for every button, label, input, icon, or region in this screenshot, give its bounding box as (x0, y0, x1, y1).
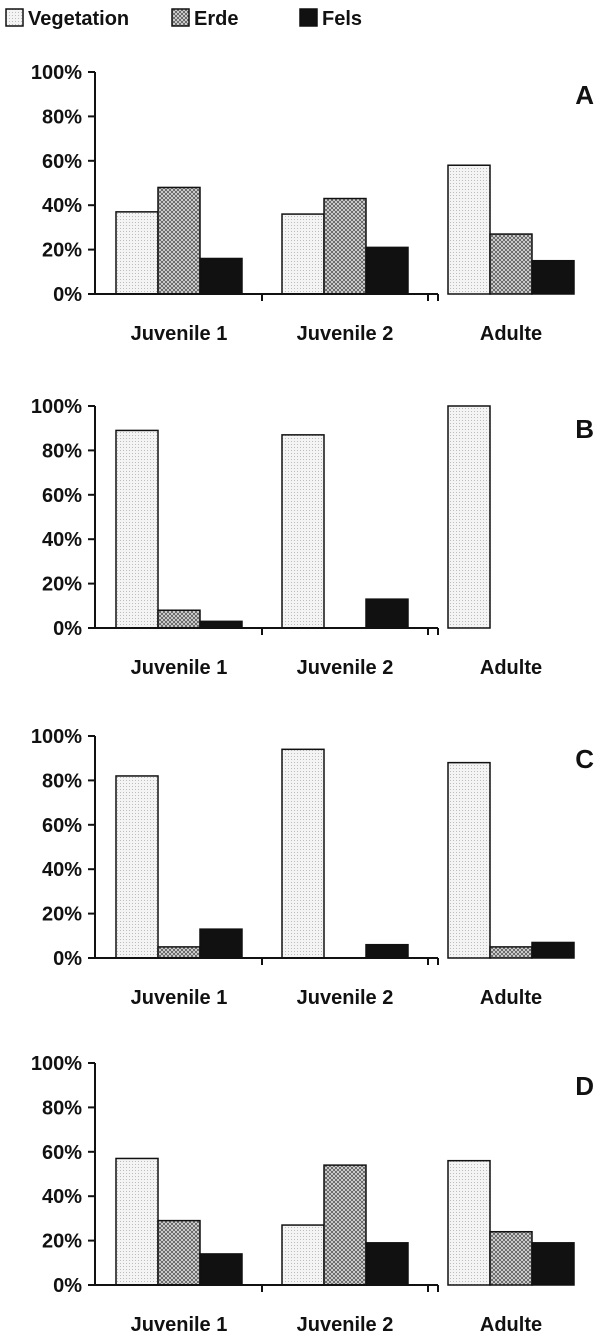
legend-swatch-fels (299, 8, 318, 27)
panel-d: D 0% 20% 40% 60% 80% 100% Juvenile 1 Juvenile 2 A… (31, 1053, 594, 1335)
y-tick-label: 40% (42, 195, 82, 217)
y-tick-label: 100% (31, 1053, 82, 1075)
y-tick-label: 40% (42, 529, 82, 551)
x-category-label: Juvenile 1 (131, 657, 228, 679)
legend-label-fels: Fels (322, 8, 362, 30)
bar-erde-juvenile-1 (157, 609, 201, 629)
panel-label: A (575, 80, 594, 110)
y-tick-label: 100% (31, 726, 82, 748)
y-tick-label: 20% (42, 904, 82, 926)
x-category-label: Adulte (480, 323, 542, 345)
bar-vegetation-adulte (447, 761, 491, 959)
panel-a: A 0% 20% 40% 60% 80% 100% Juvenile 1 Juvenile 2 A… (31, 62, 594, 345)
bar-vegetation-juvenile-1 (115, 1157, 159, 1286)
y-tick-label: 60% (42, 1142, 82, 1164)
bar-fels-juvenile-2 (365, 598, 409, 629)
bar-erde-juvenile-1 (157, 1219, 201, 1286)
bar-fels-adulte (531, 1242, 575, 1286)
bar-vegetation-juvenile-2 (281, 1224, 325, 1286)
panel-c: C 0% 20% 40% 60% 80% 100% Juvenile 1 Juvenile 2 A… (31, 726, 594, 1009)
bar-erde-juvenile-2 (323, 1164, 367, 1286)
y-tick-label: 80% (42, 770, 82, 792)
bar-vegetation-juvenile-1 (115, 775, 159, 959)
legend-item-fels: Fels (299, 8, 362, 30)
x-category-label: Juvenile 1 (131, 1314, 228, 1335)
x-category-label: Juvenile 1 (131, 987, 228, 1009)
x-category-label: Adulte (480, 1314, 542, 1335)
bar-vegetation-adulte (447, 164, 491, 295)
bar-fels-juvenile-2 (365, 246, 409, 295)
bar-vegetation-juvenile-2 (281, 213, 325, 295)
x-category-label: Adulte (480, 657, 542, 679)
legend-swatch-vegetation (5, 8, 24, 27)
bars (115, 748, 575, 959)
bar-erde-juvenile-1 (157, 946, 201, 959)
bar-vegetation-adulte (447, 405, 491, 629)
bar-vegetation-juvenile-2 (281, 748, 325, 959)
y-tick-label: 80% (42, 106, 82, 128)
y-tick-label: 80% (42, 1097, 82, 1119)
y-tick-label: 60% (42, 815, 82, 837)
panel-label: B (575, 414, 594, 444)
y-tick-label: 20% (42, 1231, 82, 1253)
bar-erde-adulte (489, 1230, 533, 1286)
y-tick-label: 100% (31, 396, 82, 418)
bars (115, 405, 491, 629)
x-category-label: Juvenile 2 (297, 987, 394, 1009)
panel-label: D (575, 1071, 594, 1101)
bar-fels-juvenile-1 (199, 928, 243, 959)
y-tick-label: 20% (42, 240, 82, 262)
bar-fels-juvenile-2 (365, 1242, 409, 1286)
y-tick-label: 40% (42, 1186, 82, 1208)
x-category-label: Adulte (480, 987, 542, 1009)
legend-item-erde: Erde (171, 8, 238, 30)
bar-erde-adulte (489, 233, 533, 295)
bar-fels-adulte (531, 259, 575, 295)
bar-vegetation-juvenile-1 (115, 211, 159, 295)
legend-swatch-erde (171, 8, 190, 27)
y-tick-label: 80% (42, 440, 82, 462)
chart-panels: A 0% 20% 40% 60% 80% 100% Juvenile 1 Juvenile 2 A… (31, 62, 594, 1335)
legend-label-erde: Erde (194, 8, 238, 30)
y-tick-label: 60% (42, 485, 82, 507)
bar-fels-juvenile-1 (199, 257, 243, 295)
panel-b: B 0% 20% 40% 60% 80% 100% Juvenile 1 Juvenile 2 A… (31, 396, 594, 679)
bars (115, 164, 575, 295)
bar-fels-juvenile-1 (199, 1253, 243, 1286)
panel-label: C (575, 744, 594, 774)
bar-fels-adulte (531, 941, 575, 959)
bar-erde-adulte (489, 946, 533, 959)
y-tick-label: 40% (42, 859, 82, 881)
chart-legend: Vegetation Erde Fels (5, 8, 362, 30)
bar-erde-juvenile-1 (157, 186, 201, 295)
x-category-label: Juvenile 1 (131, 323, 228, 345)
y-tick-label: 0% (53, 948, 82, 970)
y-tick-label: 20% (42, 574, 82, 596)
x-category-label: Juvenile 2 (297, 1314, 394, 1335)
bars (115, 1157, 575, 1286)
bar-fels-juvenile-2 (365, 943, 409, 959)
bar-vegetation-juvenile-2 (281, 434, 325, 629)
x-category-label: Juvenile 2 (297, 323, 394, 345)
y-tick-label: 0% (53, 618, 82, 640)
legend-label-vegetation: Vegetation (28, 8, 129, 30)
bar-erde-juvenile-2 (323, 197, 367, 295)
y-tick-label: 0% (53, 284, 82, 306)
legend-item-vegetation: Vegetation (5, 8, 129, 30)
x-category-label: Juvenile 2 (297, 657, 394, 679)
y-tick-label: 60% (42, 151, 82, 173)
bar-vegetation-juvenile-1 (115, 429, 159, 629)
y-tick-label: 0% (53, 1275, 82, 1297)
y-tick-label: 100% (31, 62, 82, 84)
bar-vegetation-adulte (447, 1159, 491, 1286)
